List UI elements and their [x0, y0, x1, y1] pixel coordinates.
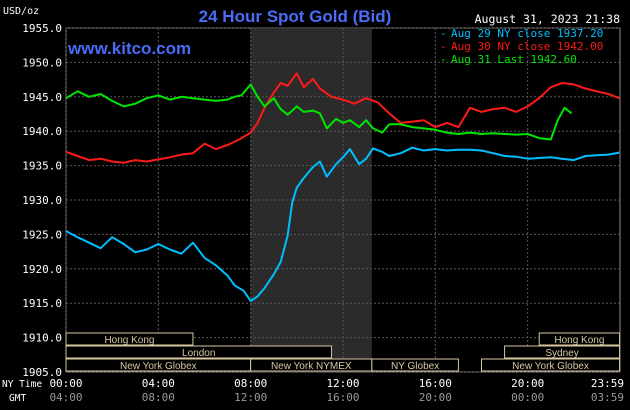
x-tick-ny: 20:00 [511, 377, 544, 390]
x-tick-gmt: 08:00 [142, 391, 175, 404]
y-tick-label: 1930.0 [22, 194, 62, 207]
x-tick-ny: 00:00 [49, 377, 82, 390]
ny-time-label: NY Time [2, 379, 42, 390]
y-tick-label: 1955.0 [22, 22, 62, 35]
x-tick-ny: 12:00 [326, 377, 359, 390]
x-tick-gmt: 16:00 [326, 391, 359, 404]
y-tick-label: 1915.0 [22, 297, 62, 310]
x-tick-ny: 08:00 [234, 377, 267, 390]
timestamp: August 31, 2023 21:38 [475, 12, 620, 26]
legend-marker: - [440, 27, 447, 40]
legend-entry: Aug 29 NY close 1937.20 [451, 27, 603, 40]
legend-marker: - [440, 53, 447, 66]
gmt-label: GMT [9, 393, 26, 404]
x-tick-gmt: 03:59 [591, 391, 624, 404]
series-line-2 [65, 72, 620, 164]
watermark: www.kitco.com [67, 39, 191, 58]
x-tick-ny: 16:00 [419, 377, 452, 390]
session-label: Hong Kong [554, 335, 604, 346]
x-tick-ny: 23:59 [591, 377, 624, 390]
session-box [65, 332, 194, 346]
session-label: Hong Kong [104, 335, 154, 346]
session-box [538, 332, 621, 346]
x-tick-gmt: 20:00 [419, 391, 452, 404]
y-tick-label: 1950.0 [22, 56, 62, 69]
legend-marker: - [440, 40, 447, 53]
y-tick-label: 1910.0 [22, 332, 62, 345]
x-tick-ny: 04:00 [142, 377, 175, 390]
session-box [481, 358, 621, 372]
series-line-1 [65, 146, 620, 303]
y-tick-label: 1935.0 [22, 160, 62, 173]
chart-title: 24 Hour Spot Gold (Bid) [199, 7, 392, 26]
legend-entry: Aug 31 Last 1942.60 [451, 53, 577, 66]
y-tick-label: 1945.0 [22, 91, 62, 104]
session-box [65, 345, 332, 359]
y-tick-label: 1920.0 [22, 263, 62, 276]
session-label: Sydney [545, 348, 578, 359]
session-label: New York Globex [512, 361, 589, 372]
session-label: London [182, 348, 215, 359]
session-box [504, 345, 621, 359]
session-label: NY Globex [391, 361, 439, 372]
x-tick-gmt: 04:00 [49, 391, 82, 404]
legend-entry: Aug 30 NY close 1942.00 [451, 40, 603, 53]
x-tick-gmt: 12:00 [234, 391, 267, 404]
session-box [371, 358, 459, 372]
y-tick-label: 1925.0 [22, 228, 62, 241]
y-tick-label: 1940.0 [22, 125, 62, 138]
y-tick-label: 1905.0 [22, 366, 62, 379]
y-axis-label: USD/oz [3, 6, 39, 17]
session-label: New York NYMEX [271, 361, 352, 372]
session-label: New York Globex [120, 361, 197, 372]
x-tick-gmt: 00:00 [511, 391, 544, 404]
series-line-3 [65, 83, 573, 141]
